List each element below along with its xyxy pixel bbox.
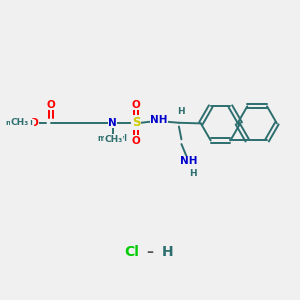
Text: CH₃: CH₃ [11, 118, 29, 127]
Text: H: H [189, 169, 197, 178]
Text: methyl: methyl [5, 120, 33, 126]
Text: N: N [108, 118, 117, 128]
Text: methyl: methyl [98, 134, 128, 143]
Text: NH: NH [150, 115, 168, 125]
Text: O: O [132, 100, 140, 110]
Text: O: O [46, 100, 55, 110]
Text: H: H [178, 107, 185, 116]
Text: O: O [29, 118, 38, 128]
Text: CH₃: CH₃ [104, 134, 122, 143]
Text: S: S [132, 116, 140, 129]
Text: Cl: Cl [124, 245, 139, 259]
Text: NH: NH [180, 156, 197, 166]
Text: O: O [132, 136, 140, 146]
Text: –: – [147, 245, 154, 259]
Text: H: H [161, 245, 173, 259]
